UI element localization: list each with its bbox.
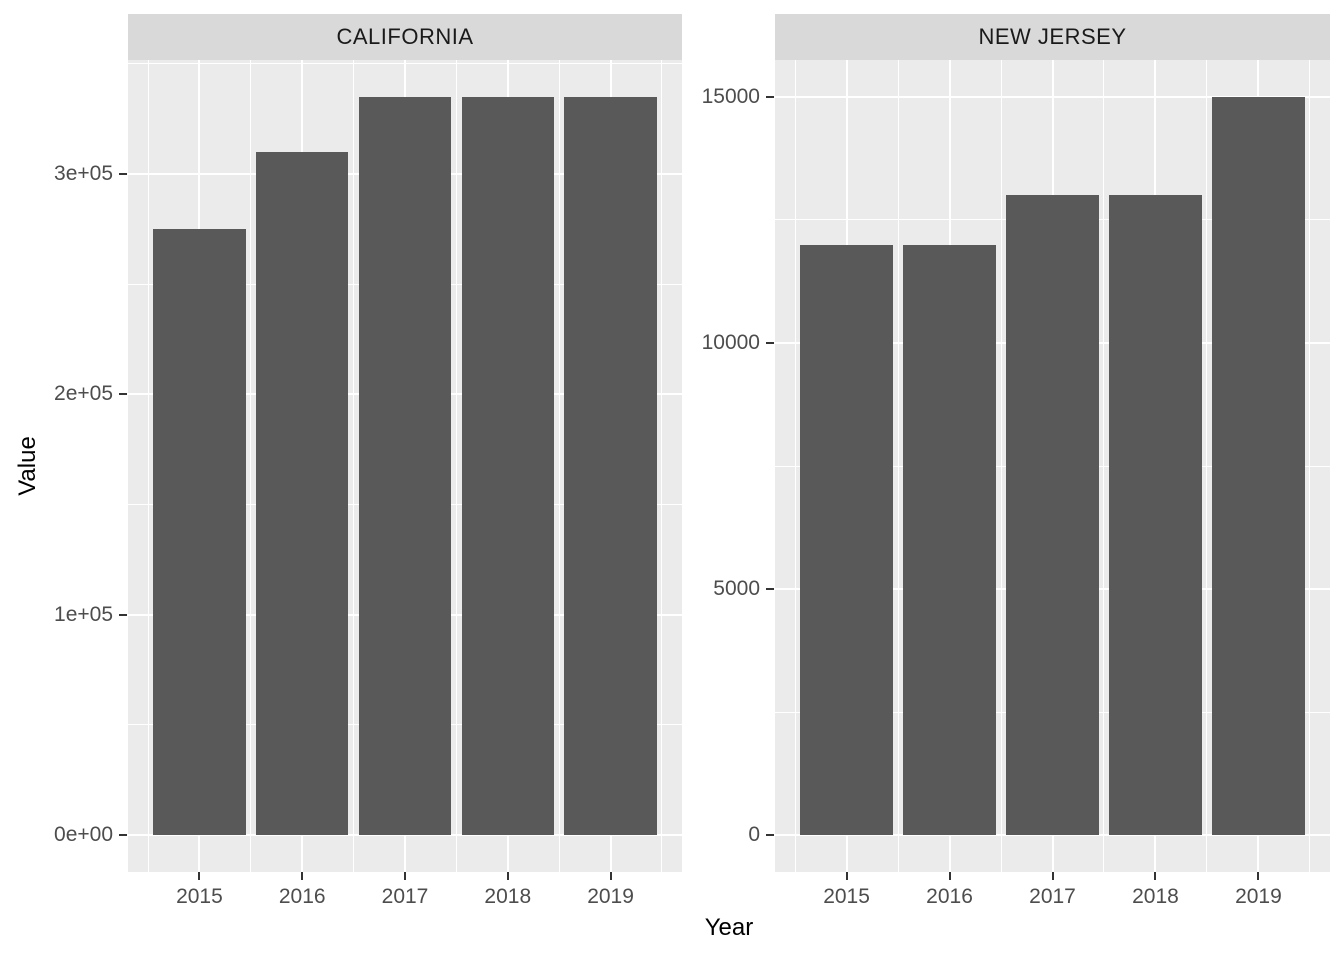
x-axis-tick-label: 2016 [926,885,973,908]
bar [461,96,555,836]
gridline-minor-vertical [353,60,355,872]
bar [903,244,996,836]
gridline-major-horizontal [775,95,1330,98]
gridline-major-horizontal [775,834,1330,837]
bar [800,244,893,836]
x-axis-tick-mark [1257,872,1260,880]
facet-strip: NEW JERSEY [775,14,1330,60]
x-axis-tick-mark [404,872,406,880]
x-axis-tick-label: 2015 [823,885,870,908]
y-axis-tick-label: 3e+05 [54,162,113,186]
x-axis-tick-mark [1154,872,1157,880]
y-axis-tick-mark [766,834,774,837]
x-axis-tick-label: 2017 [1029,885,1076,908]
y-axis-tick-mark [766,95,774,98]
gridline-minor-vertical [455,60,457,872]
gridline-minor-vertical [558,60,560,872]
bar [255,151,349,836]
y-axis-tick-mark [766,341,774,344]
y-axis-tick-label: 0e+00 [54,823,113,847]
y-axis-tick-mark [766,588,774,591]
x-axis-tick-mark [506,872,509,880]
y-axis-tick-mark [119,834,127,837]
bar [153,229,246,836]
gridline-major-horizontal [128,834,682,837]
gridline-minor-vertical [250,60,252,872]
x-axis-tick-mark [609,872,612,880]
x-axis-tick-mark [948,872,951,880]
gridline-minor-vertical [661,60,663,872]
x-axis-tick-label: 2015 [176,885,223,908]
y-axis-tick-label: 10000 [701,330,760,354]
bar [1006,195,1099,836]
x-axis-title: Year [704,914,754,941]
bar [1212,96,1305,836]
x-axis-tick-mark [301,872,304,880]
x-axis-tick-label: 2017 [381,885,429,908]
y-axis-tick-label: 2e+05 [54,382,113,406]
y-axis-tick-mark [119,393,127,396]
x-axis-tick-mark [845,872,848,880]
facet-panel [775,60,1330,872]
facet-strip: CALIFORNIA [128,14,682,60]
facet-strip-label: NEW JERSEY [978,24,1127,49]
bar [358,96,452,836]
y-axis-tick-label: 0 [748,823,760,847]
x-axis-tick-label: 2019 [587,885,634,908]
x-axis-tick-label: 2018 [1132,885,1179,908]
facet-strip-label: CALIFORNIA [336,24,474,49]
y-axis-tick-label: 5000 [713,577,760,601]
facet-panel [128,60,682,872]
bar [1109,195,1202,836]
x-axis-tick-mark [1051,872,1054,880]
gridline-minor-vertical [147,60,149,872]
bar [564,96,657,836]
y-axis-tick-mark [119,173,127,176]
y-axis-tick-mark [119,613,127,616]
x-axis-tick-mark [198,872,201,880]
x-axis-tick-label: 2016 [278,885,326,908]
y-axis-tick-label: 15000 [701,84,760,108]
x-axis-tick-label: 2019 [1235,885,1282,908]
x-axis-tick-label: 2018 [484,885,532,908]
y-axis-tick-label: 1e+05 [54,602,113,626]
